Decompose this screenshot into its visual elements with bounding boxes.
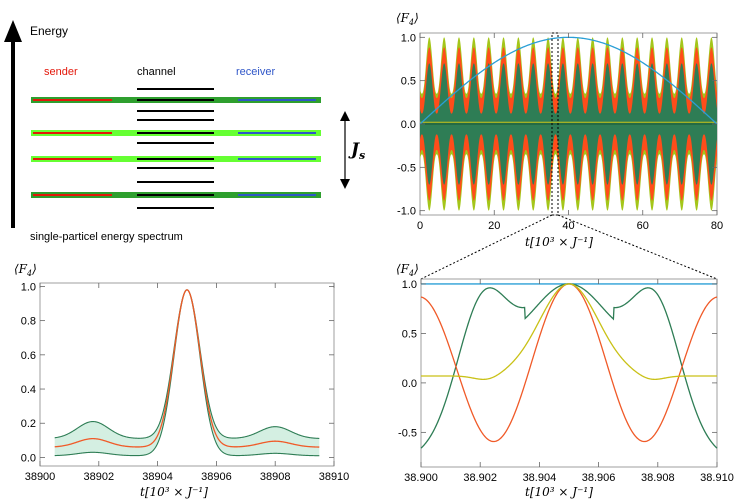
- energy-band-2: [31, 130, 321, 136]
- channel-levels: [137, 88, 214, 209]
- y-tick-label: 0.4: [21, 384, 36, 396]
- channel-label: channel: [137, 66, 176, 78]
- y-tick-label: 1.0: [21, 281, 36, 293]
- chart-br-plot: [420, 283, 718, 449]
- y-tick-label: 0.8: [21, 316, 36, 328]
- chart-top-right: ⟨F4⟩ 0 20 40 60 80 1.0 0.5 0.0 -0.5 -1.0 t[10³ × …: [396, 11, 723, 249]
- x-tick-label: 38904: [142, 471, 173, 483]
- energy-band-4: [31, 192, 321, 198]
- coupling-double-arrow: [340, 111, 350, 189]
- x-tick-label: 38.908: [641, 472, 675, 484]
- chart-bottom-left: ⟨F4⟩ 38900 38902 38904 38906 38908 38910 0.0 0.…: [14, 262, 349, 499]
- sender-label: sender: [44, 66, 78, 78]
- mean-line: [54, 289, 320, 448]
- chart-br-axes: 38.900 38.902 38.904 38.906 38.908 38.910 1.0 0…: [398, 279, 734, 484]
- x-tick-label: 38.904: [523, 472, 557, 484]
- y-tick-label: 0.5: [402, 328, 417, 340]
- x-tick-label: 0: [417, 220, 423, 232]
- chart-bl-ylabel: ⟨F4⟩: [14, 262, 37, 278]
- x-tick-label: 38.900: [404, 472, 438, 484]
- y-tick-label: 0.5: [401, 76, 416, 88]
- chart-br-ylabel: ⟨F4⟩: [396, 262, 419, 278]
- orange-line: [420, 283, 718, 443]
- energy-arrow-head-icon: [4, 20, 22, 42]
- chart-bl-axes: 38900 38902 38904 38906 38908 38910 0.0 0.2 0.4 0…: [21, 281, 350, 483]
- energy-diagram: Energy sender channel receiver: [4, 20, 365, 243]
- receiver-label: receiver: [236, 66, 275, 78]
- upper-bound-line: [54, 289, 320, 439]
- y-tick-label: 0.0: [21, 452, 36, 464]
- y-tick-label: 1.0: [402, 279, 417, 291]
- x-tick-label: 38908: [260, 471, 291, 483]
- chart-bl-plot: [54, 289, 320, 457]
- zoom-line-right: [557, 214, 718, 280]
- chart-tr-ylabel: ⟨F4⟩: [396, 11, 419, 27]
- energy-band-3: [31, 156, 321, 162]
- x-tick-label: 38906: [201, 471, 232, 483]
- x-tick-label: 38900: [25, 471, 56, 483]
- y-tick-label: 1.0: [401, 32, 416, 44]
- zoom-box: [551, 32, 559, 216]
- zoom-connectors: [420, 32, 718, 280]
- y-tick-label: 0.0: [402, 378, 417, 390]
- yellow-line: [421, 283, 717, 381]
- energy-label: Energy: [30, 24, 68, 38]
- x-tick-label: 80: [711, 220, 723, 232]
- y-tick-label: 0.6: [21, 350, 36, 362]
- energy-band-1: [31, 97, 321, 103]
- green-line: [420, 283, 718, 449]
- uncertainty-band: [54, 289, 320, 456]
- chart-tr-xlabel: t[10³ × J⁻¹]: [525, 235, 593, 249]
- x-tick-label: 60: [637, 220, 649, 232]
- y-tick-label: -1.0: [397, 206, 416, 218]
- y-tick-label: 0.0: [401, 119, 416, 131]
- diagram-caption: single-particel energy spectrum: [30, 231, 183, 243]
- zoom-line-left: [420, 214, 553, 280]
- chart-br-frame: [420, 278, 718, 468]
- x-tick-label: 38902: [84, 471, 115, 483]
- y-tick-label: 0.2: [21, 418, 36, 430]
- chart-bl-xlabel: t[10³ × J⁻¹]: [140, 485, 208, 499]
- x-tick-label: 38.902: [463, 472, 497, 484]
- y-tick-label: -0.5: [397, 162, 416, 174]
- x-tick-label: 38.906: [582, 472, 616, 484]
- chart-br-xlabel: t[10³ × J⁻¹]: [525, 485, 593, 499]
- chart-bl-frame: [39, 282, 335, 467]
- chart-tr-axes: 0 20 40 60 80 1.0 0.5 0.0 -0.5 -1.0: [397, 32, 723, 232]
- x-tick-label: 38910: [319, 471, 350, 483]
- coupling-label: Js: [348, 140, 365, 162]
- x-tick-label: 20: [488, 220, 500, 232]
- x-tick-label: 40: [562, 220, 574, 232]
- chart-bottom-right: ⟨F4⟩ 38.900 38.902 38.904 38.906 38.908 38.91…: [396, 262, 734, 499]
- chart-tr-plot: [419, 36, 718, 211]
- x-tick-label: 38.910: [700, 472, 734, 484]
- y-tick-label: -0.5: [398, 427, 417, 439]
